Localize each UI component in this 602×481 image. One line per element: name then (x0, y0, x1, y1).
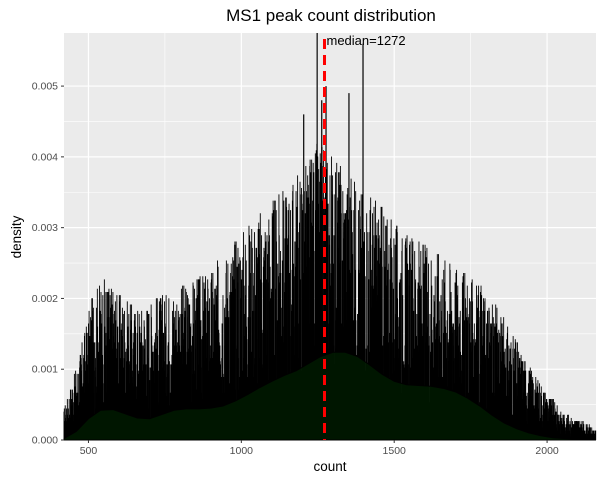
density-curve (63, 351, 597, 441)
x-axis-title: count (313, 459, 346, 474)
y-tick-label: 0.005 (32, 81, 58, 93)
y-tick-label: 0.000 (32, 435, 58, 447)
y-axis-title: density (9, 215, 24, 258)
chart-title: MS1 peak count distribution (226, 6, 436, 25)
y-tick-label: 0.002 (32, 293, 58, 305)
median-annotation: median=1272 (326, 33, 405, 48)
y-axis-ticks: 0.000 0.001 0.002 0.003 0.004 0.005 (32, 81, 64, 447)
x-axis-ticks: 500 1000 1500 2000 (80, 440, 559, 457)
x-tick-label: 1500 (383, 445, 407, 457)
y-tick-label: 0.003 (32, 222, 58, 234)
y-tick-label: 0.001 (32, 364, 58, 376)
y-tick-label: 0.004 (32, 151, 58, 163)
x-tick-label: 1000 (230, 445, 254, 457)
x-tick-label: 2000 (535, 445, 559, 457)
x-tick-label: 500 (80, 445, 98, 457)
